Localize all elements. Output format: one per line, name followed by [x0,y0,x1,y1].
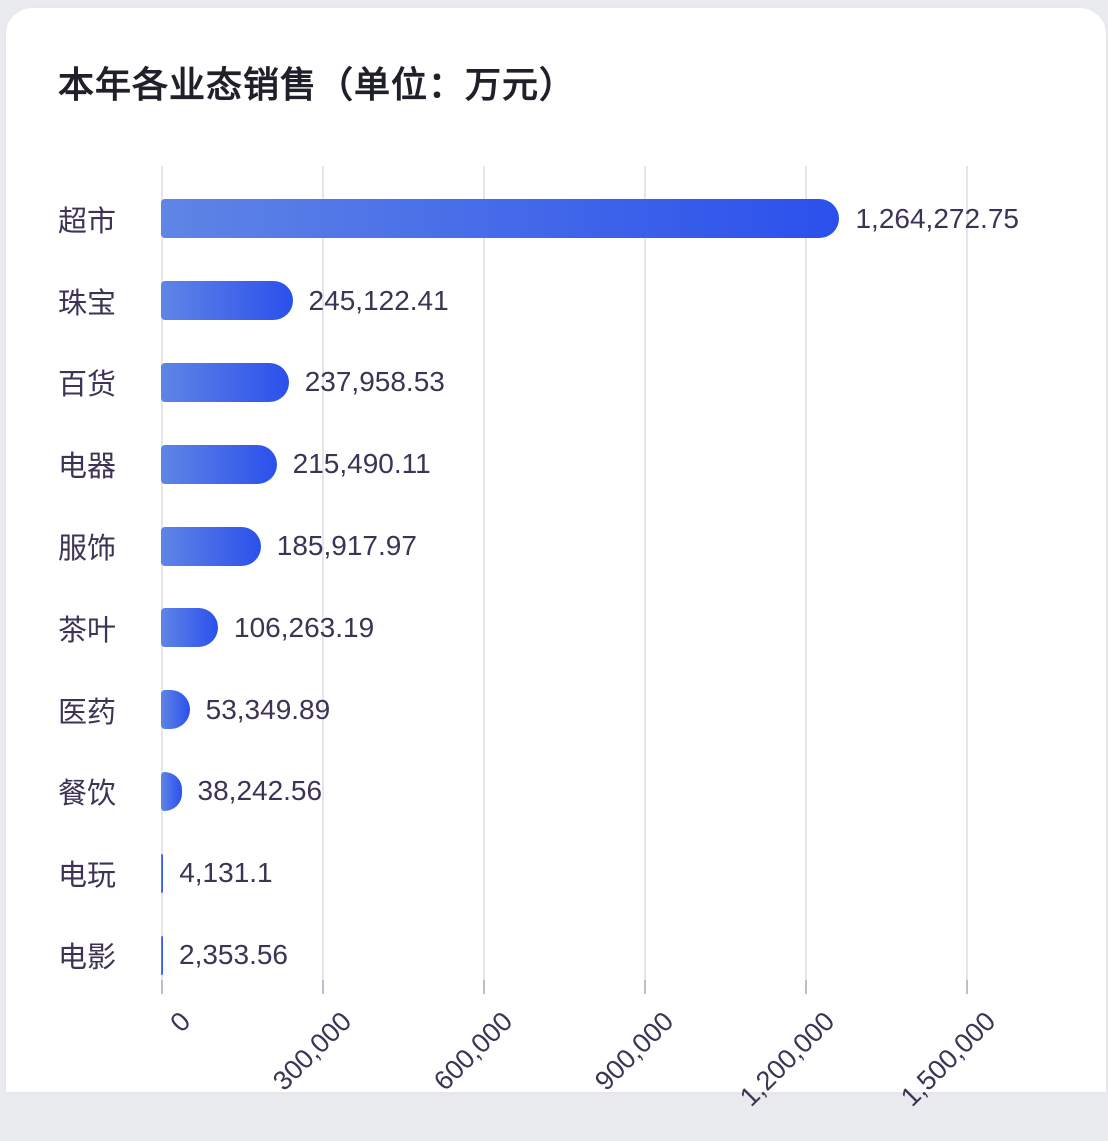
x-tick-mark [483,980,485,994]
gridline [805,166,807,980]
gridline [161,166,163,980]
category-label: 电影 [58,942,117,975]
bar-track: 245,122.41 [161,281,1106,321]
bar[interactable] [161,853,164,893]
x-tick-label: 0 [164,1006,197,1038]
gridline [483,166,485,980]
bar[interactable] [161,362,289,402]
x-tick-label: 300,000 [266,1006,358,1097]
x-tick-mark [322,980,324,994]
value-label: 245,122.41 [308,284,449,316]
bar-track: 2,353.56 [161,935,1106,975]
category-label: 医药 [58,696,117,729]
value-label: 2,353.56 [179,939,288,971]
x-tick-mark [161,980,163,994]
x-tick-label: 1,200,000 [734,1006,841,1113]
bar-track: 1,264,272.75 [161,199,1106,239]
bar-row: 服饰 185,917.97 [6,505,1106,587]
category-label: 餐饮 [58,778,117,811]
bar-row: 餐饮 38,242.56 [6,751,1106,833]
x-tick-label: 1,500,000 [895,1006,1002,1113]
bar-row: 茶叶 106,263.19 [6,587,1106,669]
bar-track: 215,490.11 [161,444,1106,484]
category-label: 珠宝 [58,287,117,320]
value-label: 38,242.56 [197,775,323,807]
bar[interactable] [161,526,261,566]
bar-row: 医药 53,349.89 [6,669,1106,751]
category-label: 服饰 [58,533,117,566]
x-axis: 0 300,000 600,000 900,000 1,200,000 1,500,000 [6,980,1106,1112]
bar-chart: 超市 1,264,272.75 珠宝 245,122.41 百货 237,958.53 电器… [6,166,1106,1112]
bar-row: 珠宝 245,122.41 [6,260,1106,342]
bar[interactable] [161,199,840,239]
x-tick-label: 900,000 [588,1006,680,1097]
bar[interactable] [161,935,163,975]
bar[interactable] [161,771,182,811]
bar-track: 106,263.19 [161,608,1106,648]
gridline [966,166,968,980]
x-tick-mark [805,980,807,994]
x-tick-mark [644,980,646,994]
bar-track: 237,958.53 [161,362,1106,402]
bar[interactable] [161,281,293,321]
bar-row: 电玩 4,131.1 [6,832,1106,914]
chart-title: 本年各业态销售（单位：万元） [58,64,577,105]
bar-row: 电器 215,490.11 [6,423,1106,505]
category-label: 百货 [58,369,117,402]
value-label: 106,263.19 [234,611,375,643]
bar-row: 超市 1,264,272.75 [6,178,1106,260]
bar-track: 53,349.89 [161,690,1106,730]
x-tick-label: 600,000 [427,1006,519,1097]
category-label: 电器 [58,451,117,484]
bar-track: 38,242.56 [161,771,1106,811]
gridline [322,166,324,980]
x-tick-mark [966,980,968,994]
value-label: 237,958.53 [304,366,445,398]
bar-track: 4,131.1 [161,853,1106,893]
bar[interactable] [161,608,219,648]
category-label: 电玩 [58,860,117,893]
grid-layer [6,166,1106,980]
bar-row: 电影 2,353.56 [6,914,1106,996]
value-label: 215,490.11 [292,448,431,480]
chart-card: 本年各业态销售（单位：万元） 超市 1,264,272.75 珠宝 245,122.4… [6,8,1106,1112]
value-label: 185,917.97 [276,530,417,562]
category-label: 超市 [58,205,117,238]
bar[interactable] [161,690,190,730]
value-label: 1,264,272.75 [855,202,1019,234]
chart-rows: 超市 1,264,272.75 珠宝 245,122.41 百货 237,958.53 电器… [6,178,1106,996]
value-label: 53,349.89 [205,693,331,725]
category-label: 茶叶 [58,614,117,647]
bar[interactable] [161,444,277,484]
bar-row: 百货 237,958.53 [6,342,1106,424]
bar-track: 185,917.97 [161,526,1106,566]
gridline [644,166,646,980]
value-label: 4,131.1 [179,857,273,889]
